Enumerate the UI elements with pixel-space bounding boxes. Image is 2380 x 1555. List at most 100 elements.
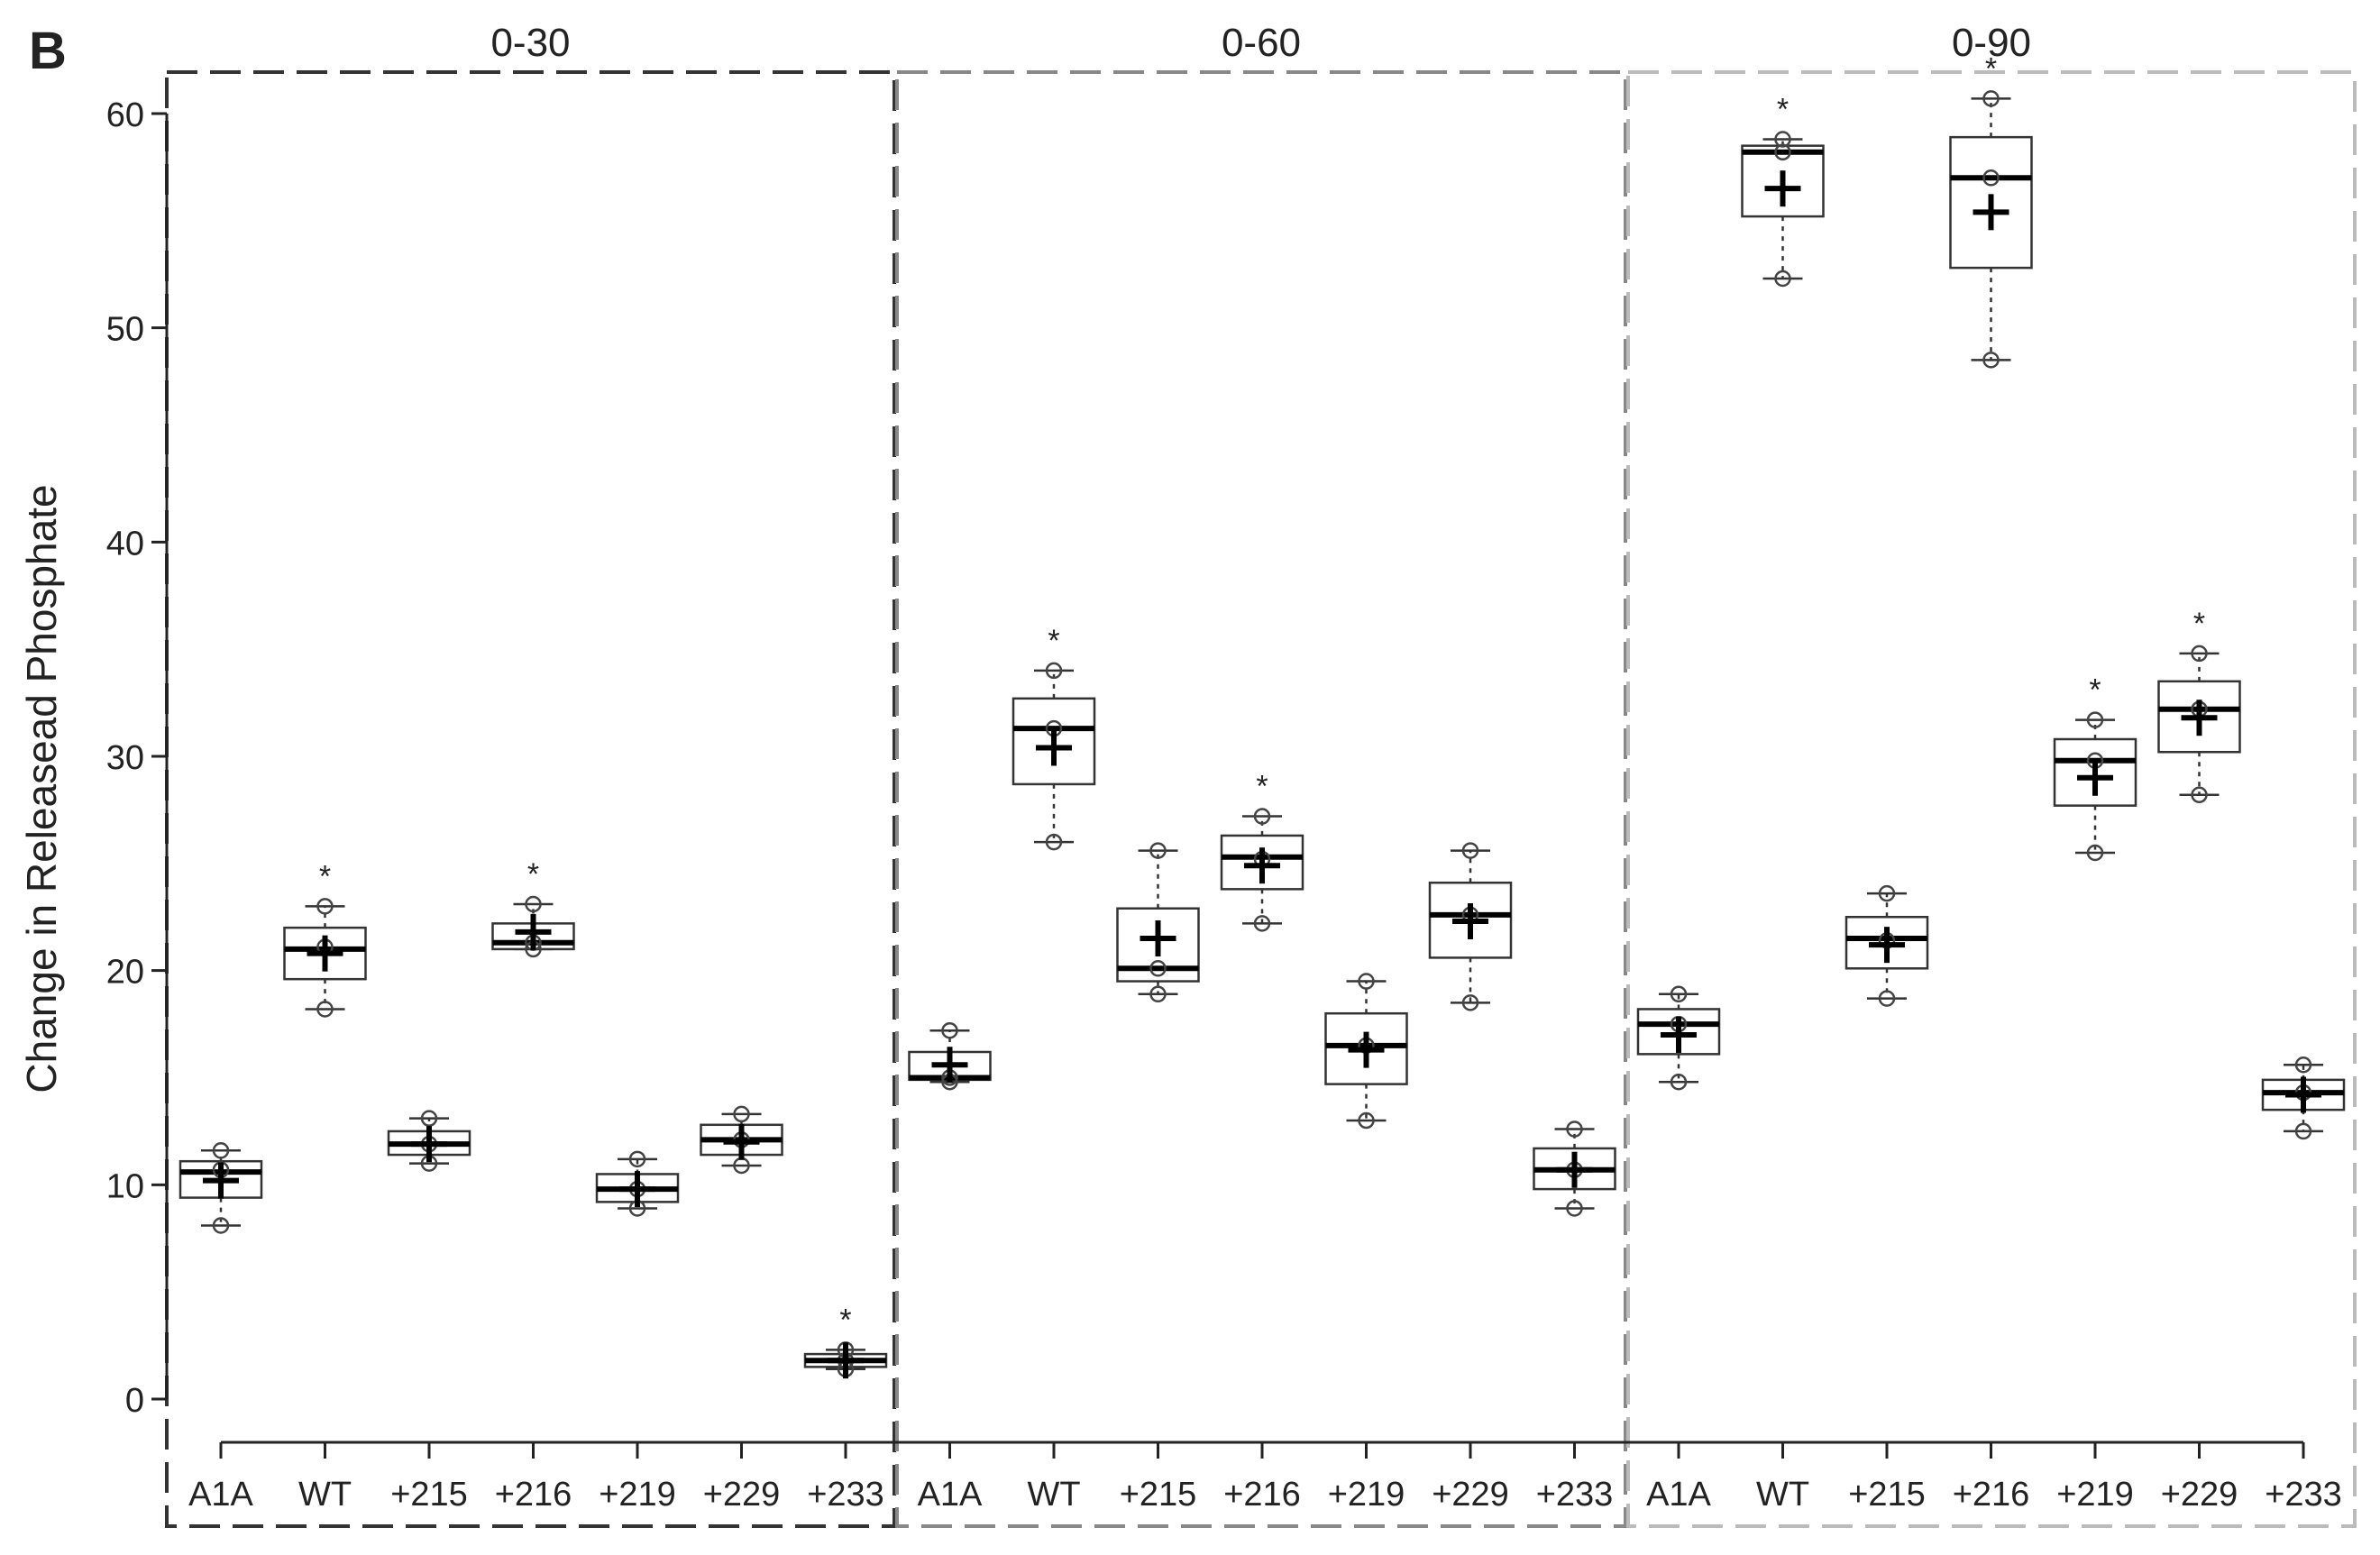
box-group: * <box>491 857 575 958</box>
data-point <box>1566 1121 1583 1138</box>
data-point <box>2086 711 2104 728</box>
box-group <box>1324 973 1408 1130</box>
data-point <box>2191 645 2208 663</box>
x-tick-label: +219 <box>599 1476 676 1514</box>
x-tick-label: WT <box>1756 1476 1809 1514</box>
data-point <box>628 1150 646 1168</box>
x-tick-label: +219 <box>2056 1476 2134 1514</box>
data-point <box>1045 833 1063 851</box>
data-point <box>1878 884 1896 902</box>
significance-asterisk: * <box>1256 770 1268 804</box>
panel-title: 0-90 <box>1952 21 2031 65</box>
panel-frame <box>1626 70 2357 1528</box>
significance-asterisk: * <box>839 1303 851 1337</box>
x-tick-label: +233 <box>1536 1476 1614 1514</box>
data-point <box>1566 1200 1583 1217</box>
box-group <box>908 1021 992 1091</box>
x-tick-label: +233 <box>2265 1476 2342 1514</box>
x-tick-label: +216 <box>1953 1476 2030 1514</box>
data-point <box>733 1105 750 1123</box>
panel-label: B <box>29 22 67 80</box>
data-point <box>1253 808 1271 825</box>
data-point <box>212 1217 230 1234</box>
x-tick-label: +216 <box>1223 1476 1301 1514</box>
box-group <box>1844 884 1929 1007</box>
box-group <box>178 1142 263 1234</box>
data-point <box>316 898 334 915</box>
data-point <box>525 895 542 913</box>
x-tick-label: +216 <box>495 1476 572 1514</box>
data-point <box>1461 994 1479 1011</box>
data-point <box>1045 662 1063 680</box>
panel-titles: 0-30 0-60 0-90 <box>490 21 2031 65</box>
data-point <box>941 1021 958 1039</box>
data-point <box>2086 844 2104 862</box>
significance-asterisk: * <box>1048 624 1059 658</box>
data-point <box>1982 90 2000 107</box>
y-tick-label: 60 <box>106 96 144 134</box>
x-tick-label: A1A <box>918 1476 983 1514</box>
data-point <box>212 1142 230 1159</box>
box-group: * <box>2053 673 2137 862</box>
y-axis-label: Change in Releasead Phosphate <box>18 484 65 1093</box>
data-point <box>1774 270 1791 288</box>
data-point <box>1982 169 2000 187</box>
box-group <box>700 1105 783 1175</box>
data-point <box>1982 352 2000 369</box>
data-point <box>1149 842 1167 859</box>
box-group <box>387 1110 471 1172</box>
y-tick-label: 30 <box>106 739 144 777</box>
box-group <box>1636 985 1721 1091</box>
panel-title: 0-30 <box>490 21 570 65</box>
significance-asterisk: * <box>2089 673 2101 708</box>
data-point <box>1670 1074 1688 1091</box>
x-tick-label: +229 <box>703 1476 781 1514</box>
box-group <box>1116 842 1200 1003</box>
box-group <box>2261 1056 2346 1140</box>
box-group <box>1428 842 1513 1011</box>
box-group: * <box>1012 624 1096 851</box>
data-point <box>1774 131 1791 148</box>
significance-asterisk: * <box>319 859 331 893</box>
significance-asterisk: * <box>1985 51 1997 86</box>
x-tick-label: +215 <box>390 1476 468 1514</box>
y-axis: 0 10 20 30 40 50 60 <box>106 96 169 1420</box>
x-tick-label: A1A <box>1646 1476 1711 1514</box>
y-tick-label: 0 <box>125 1382 144 1420</box>
data-point <box>1253 915 1271 932</box>
data-point <box>1774 143 1791 161</box>
panel-title: 0-60 <box>1222 21 1301 65</box>
x-tick-label: +219 <box>1328 1476 1405 1514</box>
data-point <box>420 1110 438 1127</box>
box-group: * <box>803 1303 888 1379</box>
x-tick-label: A1A <box>188 1476 253 1514</box>
x-tick-label: +229 <box>2161 1476 2238 1514</box>
x-axis: A1A WT +215 +216 +219 +229 +233 A1A WT +215 +216 +2… <box>188 1441 2342 1514</box>
significance-asterisk: * <box>527 857 539 892</box>
x-tick-label: +229 <box>1432 1476 1509 1514</box>
y-tick-label: 40 <box>106 525 144 563</box>
x-tick-label: WT <box>1027 1476 1080 1514</box>
data-point <box>1358 973 1375 990</box>
data-point <box>1461 842 1479 859</box>
y-tick-label: 50 <box>106 311 144 349</box>
box-groups: * * * * * * * * * <box>178 51 2346 1379</box>
y-tick-label: 10 <box>106 1167 144 1205</box>
panel-frame <box>895 70 1627 1528</box>
data-point <box>1670 985 1688 1003</box>
data-point <box>2294 1122 2312 1140</box>
box-group: * <box>2157 607 2241 804</box>
box-group: * <box>283 859 367 1018</box>
data-point <box>2191 786 2208 804</box>
x-tick-label: +233 <box>807 1476 884 1514</box>
data-point <box>1149 985 1167 1003</box>
box-group <box>595 1150 680 1217</box>
box-group: * <box>1741 93 1825 288</box>
box-group: * <box>1220 770 1304 932</box>
x-tick-label: +215 <box>1120 1476 1197 1514</box>
panel-frame <box>165 70 896 1528</box>
box-group <box>1533 1121 1616 1217</box>
data-point <box>1149 960 1167 977</box>
significance-asterisk: * <box>2193 607 2205 641</box>
data-point <box>2294 1056 2312 1074</box>
